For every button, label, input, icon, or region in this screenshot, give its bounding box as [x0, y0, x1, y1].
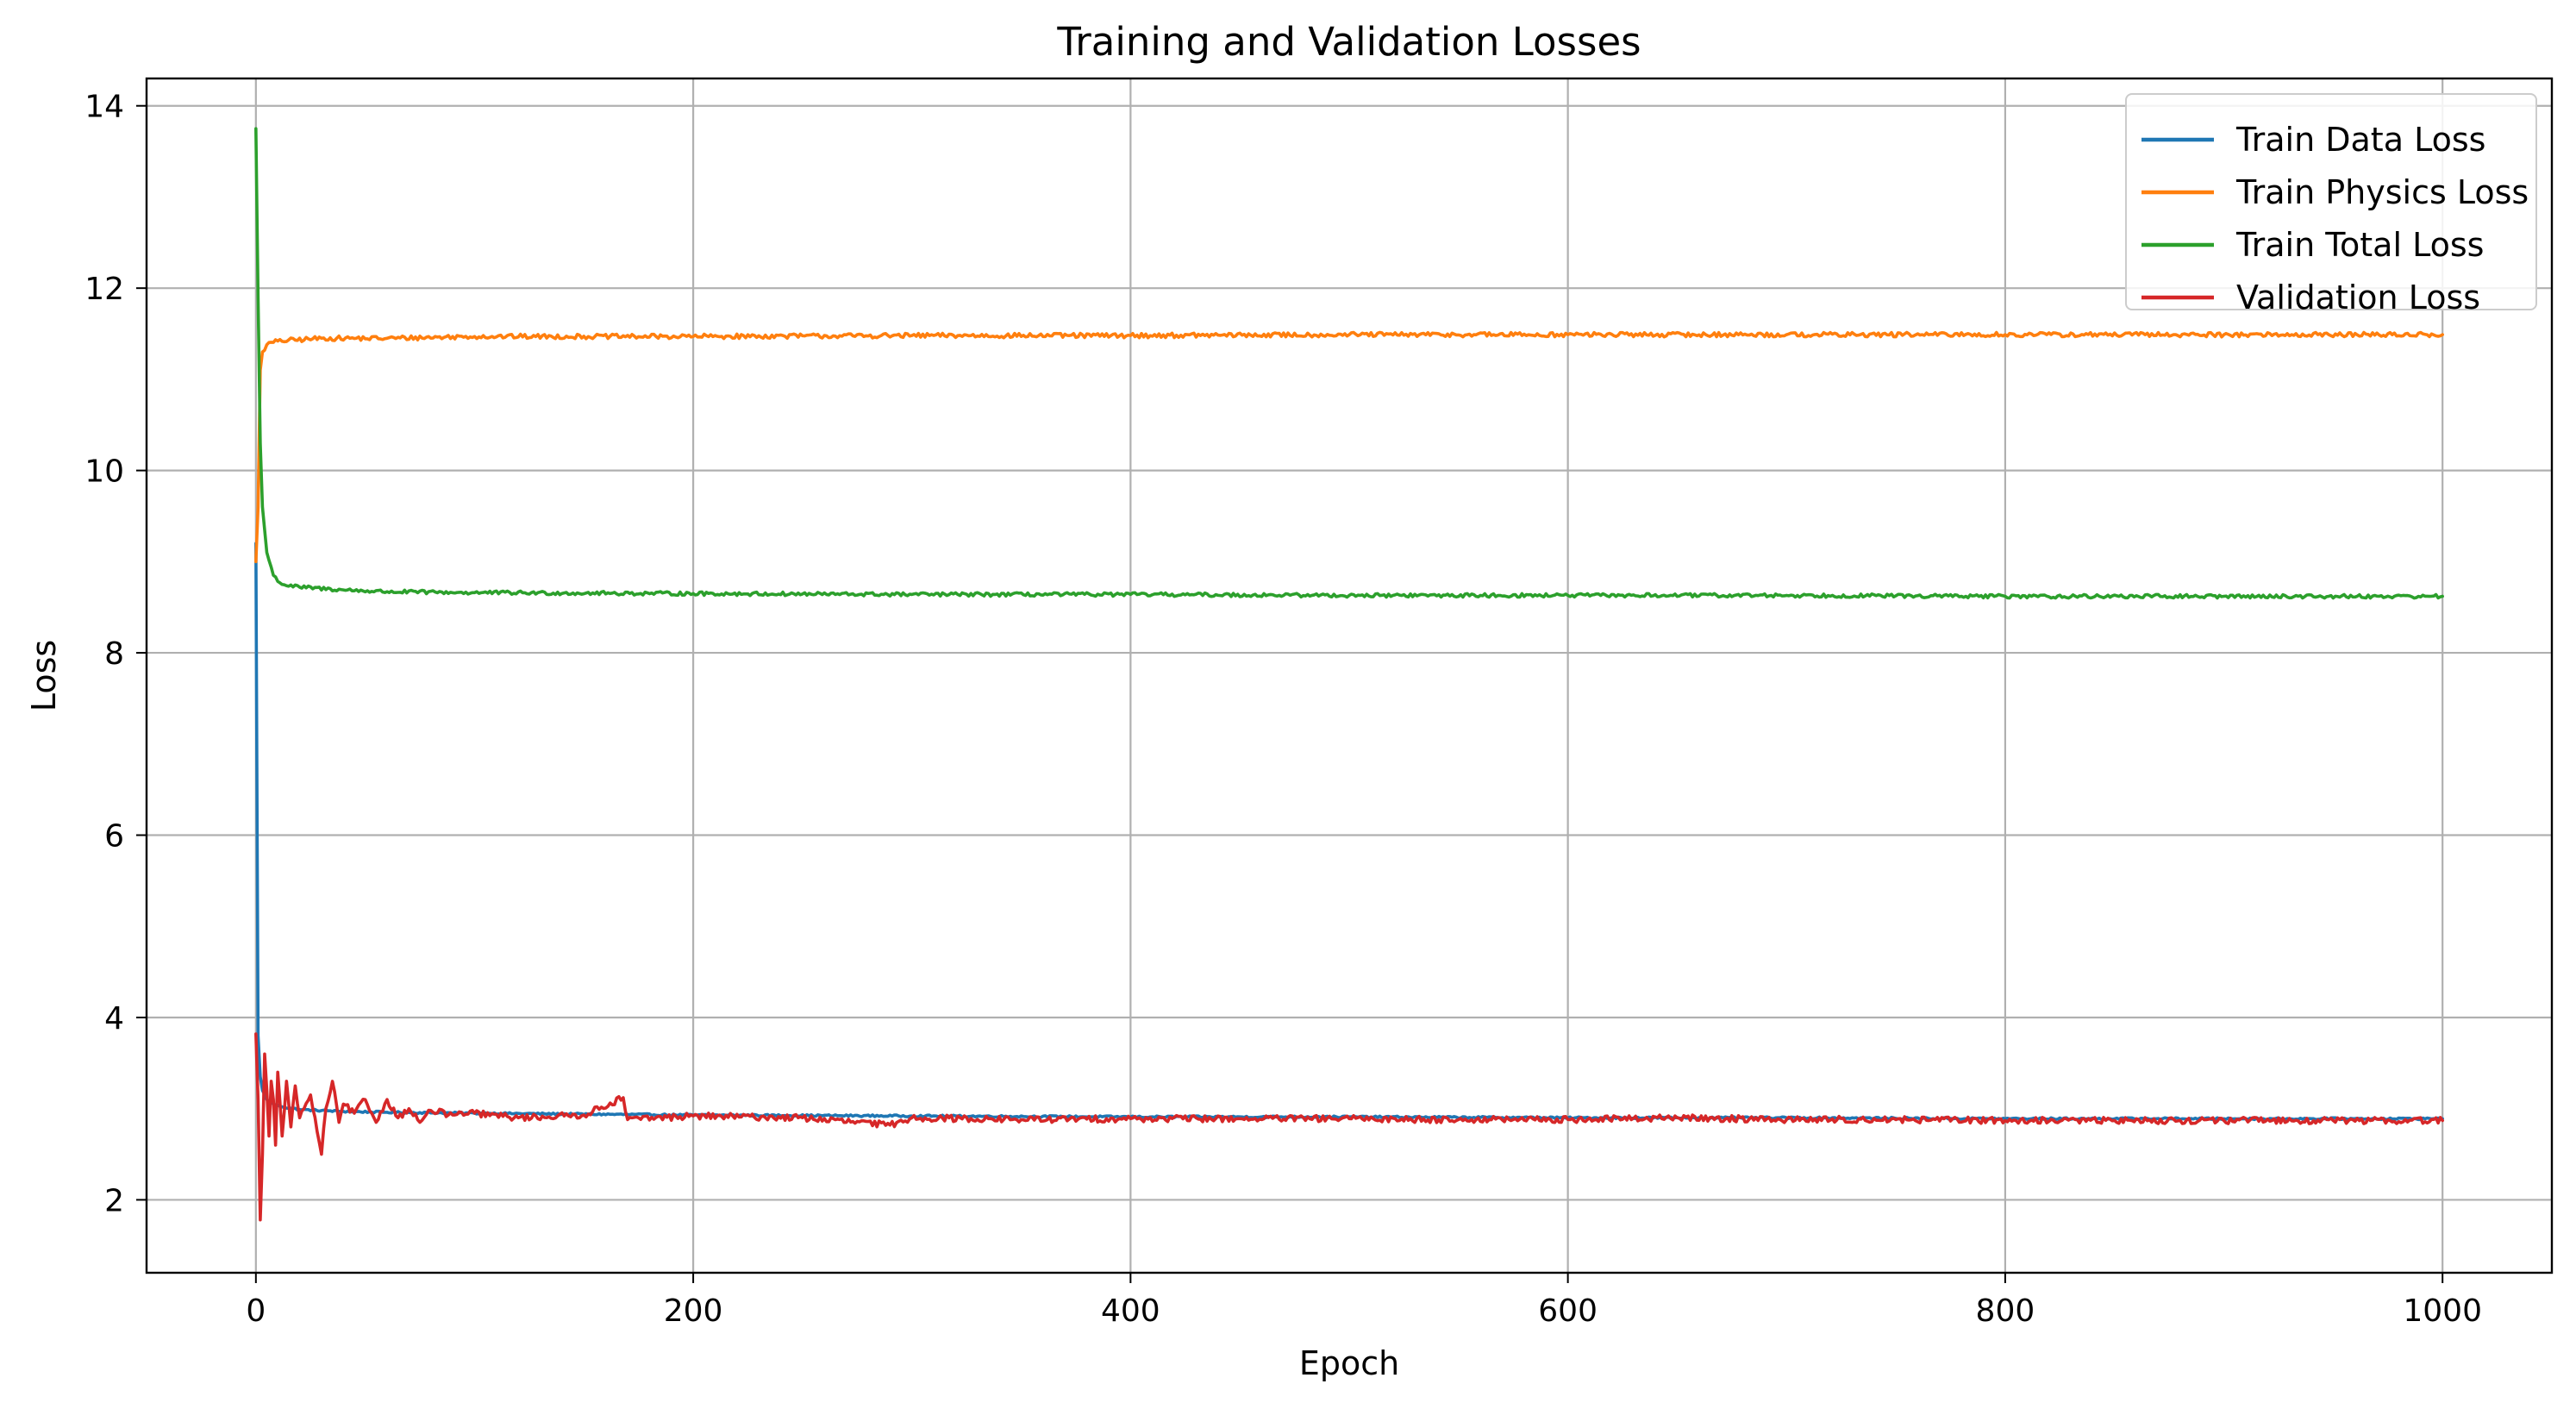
y-tick-label: 14 [84, 90, 124, 125]
y-tick-label: 12 [84, 272, 124, 307]
x-tick-label: 400 [1101, 1293, 1160, 1329]
y-tick-label: 8 [104, 636, 124, 672]
y-tick-label: 4 [104, 1001, 124, 1036]
series-line-validation-loss [254, 1032, 2444, 1222]
legend: Train Data Loss Train Physics Loss Train T… [2125, 93, 2537, 316]
legend-label-train-total-loss: Train Total Loss [2235, 226, 2484, 264]
x-tick-label: 1000 [2403, 1293, 2482, 1329]
series-layer [254, 127, 2444, 1222]
legend-label-validation-loss: Validation Loss [2236, 279, 2480, 316]
x-axis-label: Epoch [1299, 1344, 1399, 1382]
y-tick-label: 2 [104, 1183, 124, 1218]
tick-layer: 0 200 400 600 800 1000 2 4 6 8 10 12 14 [84, 90, 2482, 1329]
x-tick-label: 800 [1976, 1293, 2035, 1329]
legend-label-train-data-loss: Train Data Loss [2235, 121, 2485, 159]
grid-layer [147, 78, 2552, 1273]
legend-label-train-physics-loss: Train Physics Loss [2235, 173, 2529, 211]
x-tick-label: 600 [1538, 1293, 1597, 1329]
plot-frame [145, 77, 2554, 1274]
series-line-train-physics-loss [254, 330, 2444, 564]
x-tick-label: 0 [246, 1293, 266, 1329]
y-axis-label: Loss [25, 640, 63, 711]
chart-title: Training and Validation Losses [1056, 19, 1641, 65]
y-tick-label: 10 [84, 454, 124, 490]
legend-box [2125, 93, 2537, 310]
x-tick-label: 200 [664, 1293, 723, 1329]
y-tick-label: 6 [104, 819, 124, 855]
series-line-train-total-loss [254, 127, 2444, 600]
